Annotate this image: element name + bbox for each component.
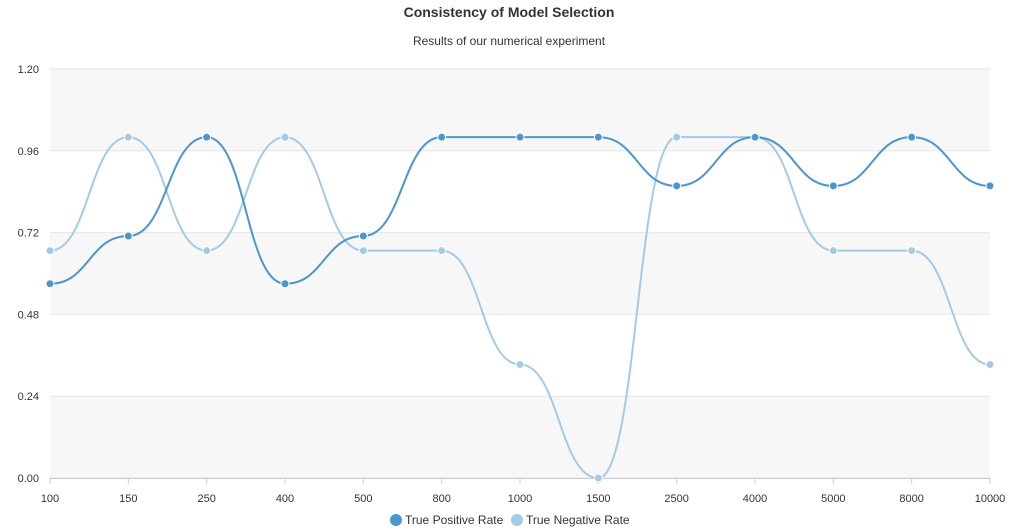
- data-point[interactable]: [45, 279, 55, 289]
- x-tick-label: 10000: [975, 493, 1006, 505]
- x-tick-label: 100: [41, 493, 59, 505]
- data-point[interactable]: [358, 231, 368, 241]
- data-point[interactable]: [828, 246, 838, 256]
- data-point[interactable]: [123, 132, 133, 142]
- data-point[interactable]: [985, 181, 995, 191]
- legend-marker[interactable]: [511, 514, 523, 526]
- data-point[interactable]: [437, 132, 447, 142]
- data-point[interactable]: [515, 360, 525, 370]
- chart-subtitle: Results of our numerical experiment: [413, 34, 606, 48]
- data-point[interactable]: [437, 246, 447, 256]
- y-tick-label: 0.72: [18, 228, 39, 240]
- x-tick-label: 400: [276, 493, 294, 505]
- plot-band: [50, 396, 990, 478]
- plot-bands: [50, 69, 990, 478]
- legend-marker[interactable]: [390, 514, 402, 526]
- y-axis-ticks: 0.00 0.24 0.48 0.72 0.96 1.20: [18, 64, 39, 485]
- chart-title: Consistency of Model Selection: [404, 4, 615, 20]
- data-point[interactable]: [123, 231, 133, 241]
- data-point[interactable]: [672, 132, 682, 142]
- x-tick-label: 150: [119, 493, 137, 505]
- series-points: [45, 132, 995, 483]
- data-point[interactable]: [593, 132, 603, 142]
- legend-label[interactable]: True Positive Rate: [405, 513, 504, 527]
- data-point[interactable]: [750, 132, 760, 142]
- x-tick-label: 5000: [821, 493, 845, 505]
- y-tick-label: 0.96: [18, 146, 39, 158]
- data-point[interactable]: [280, 132, 290, 142]
- y-tick-label: 0.48: [18, 309, 39, 321]
- data-point[interactable]: [907, 132, 917, 142]
- data-point[interactable]: [828, 181, 838, 191]
- data-point[interactable]: [593, 473, 603, 483]
- y-tick-label: 1.20: [18, 64, 39, 76]
- data-point[interactable]: [280, 279, 290, 289]
- x-axis: 100 150 250 400 500 800 1000 1500 2500 4000 5000 80…: [41, 478, 1005, 505]
- x-tick-label: 250: [197, 493, 215, 505]
- legend: True Positive Rate True Negative Rate: [390, 513, 630, 527]
- y-tick-label: 0.24: [18, 391, 39, 403]
- y-tick-label: 0.00: [18, 473, 39, 485]
- x-tick-label: 1000: [508, 493, 532, 505]
- data-point[interactable]: [672, 181, 682, 191]
- data-point[interactable]: [358, 246, 368, 256]
- x-tick-label: 500: [354, 493, 372, 505]
- data-point[interactable]: [907, 246, 917, 256]
- x-tick-label: 800: [432, 493, 450, 505]
- plot-band: [50, 232, 990, 315]
- x-tick-label: 2500: [664, 493, 688, 505]
- data-point[interactable]: [45, 246, 55, 256]
- legend-label[interactable]: True Negative Rate: [526, 513, 630, 527]
- data-point[interactable]: [515, 132, 525, 142]
- data-point[interactable]: [985, 360, 995, 370]
- x-tick-label: 8000: [899, 493, 923, 505]
- x-tick-label: 4000: [743, 493, 767, 505]
- x-tick-label: 1500: [586, 493, 610, 505]
- data-point[interactable]: [202, 246, 212, 256]
- data-point[interactable]: [202, 132, 212, 142]
